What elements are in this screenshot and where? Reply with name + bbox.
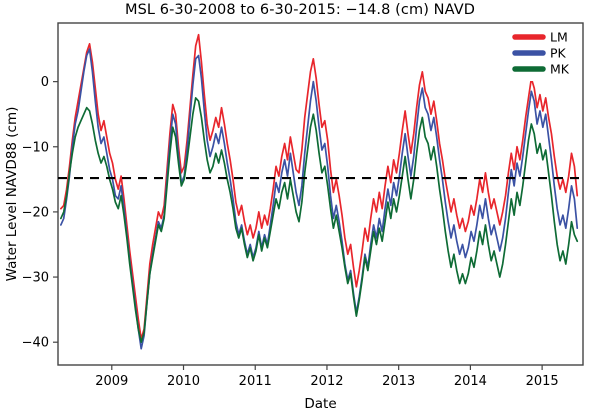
x-axis-tick-label: 2013 (382, 374, 415, 389)
y-axis-tick-label: −20 (22, 205, 49, 220)
plot-frame (57, 22, 584, 366)
legend-label-pk: PK (550, 46, 567, 61)
y-axis-tick-label: 0 (41, 75, 49, 90)
x-axis-tick-label: 2015 (526, 374, 559, 389)
page-title: MSL 6-30-2008 to 6-30-2015: −14.8 (cm) N… (124, 2, 476, 18)
series-line-mk (60, 97, 579, 344)
x-axis-tick-label: 2011 (239, 374, 272, 389)
series-line-pk (60, 48, 579, 350)
x-axis-tick-label: 2010 (167, 374, 200, 389)
y-axis-tick-label: −30 (22, 271, 49, 286)
x-axis-tick-label: 2009 (95, 374, 128, 389)
x-axis-tick-label: 2014 (454, 374, 487, 389)
x-axis-title: Date (304, 396, 336, 412)
x-axis-tick-label: 2012 (310, 374, 343, 389)
y-axis-tick-label: −40 (22, 336, 49, 351)
y-axis-title: Water Level NAVD88 (cm) (4, 107, 20, 282)
y-axis-tick-label: −10 (22, 140, 49, 155)
legend-label-mk: MK (550, 62, 570, 77)
series-line-lm (60, 33, 579, 340)
legend-label-lm: LM (550, 30, 568, 45)
